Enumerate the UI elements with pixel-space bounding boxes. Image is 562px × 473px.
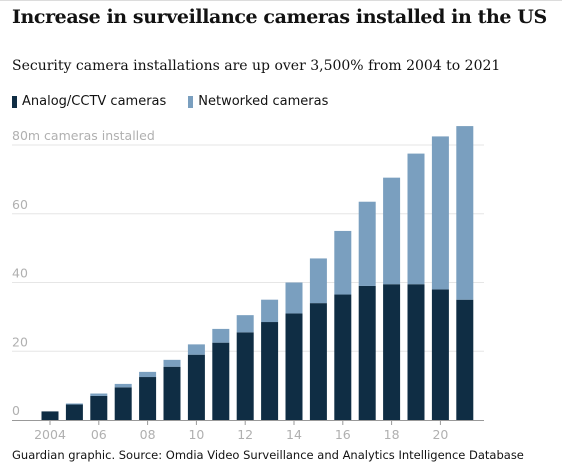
bar-networked <box>114 383 132 388</box>
y-tick-label: 80m cameras installed <box>12 128 155 143</box>
bar-analog <box>431 289 449 420</box>
bar-analog <box>65 404 83 420</box>
y-tick-label: 60 <box>12 197 28 212</box>
bar-analog <box>114 387 132 420</box>
bar-analog <box>334 294 352 420</box>
bar-networked <box>285 282 303 314</box>
x-tick-label: 18 <box>384 427 400 442</box>
legend-swatch-analog <box>12 95 17 108</box>
y-tick-label: 20 <box>12 334 28 349</box>
x-tick-label: 14 <box>286 427 302 442</box>
x-tick-label: 10 <box>188 427 204 442</box>
bar-chart: 0 20 40 60 80m cameras installed 2004 06 08 10 12… <box>12 126 484 442</box>
bar-networked <box>139 371 157 378</box>
chart-title: Increase in surveillance cameras install… <box>12 6 547 28</box>
legend-item-networked: Networked cameras <box>188 94 328 109</box>
x-tick-label: 16 <box>335 427 351 442</box>
bar-networked <box>383 177 401 285</box>
bar-networked <box>309 258 327 304</box>
x-tick-label: 2004 <box>34 427 66 442</box>
legend-label-analog: Analog/CCTV cameras <box>22 94 167 109</box>
bar-analog <box>383 284 401 420</box>
y-tick-label: 40 <box>12 266 28 281</box>
bar-analog <box>212 342 230 420</box>
bar-networked <box>236 315 254 333</box>
legend-item-analog: Analog/CCTV cameras <box>12 94 166 109</box>
bar-analog <box>41 411 59 420</box>
source-note: Guardian graphic. Source: Omdia Video Su… <box>12 448 524 462</box>
bar-networked <box>212 328 230 343</box>
top-rule <box>0 0 562 1</box>
x-tick-label: 06 <box>91 427 107 442</box>
bar-networked <box>163 359 181 367</box>
bar-analog <box>407 284 425 420</box>
bar-analog <box>187 354 205 420</box>
y-tick-label: 0 <box>12 403 20 418</box>
legend-swatch-networked <box>188 95 194 108</box>
bar-networked <box>407 153 425 285</box>
x-tick-label: 08 <box>140 427 156 442</box>
bar-networked <box>334 230 352 295</box>
legend-label-networked: Networked cameras <box>198 94 329 109</box>
bar-networked <box>187 344 205 355</box>
bar-networked <box>65 403 83 405</box>
bar-analog <box>309 303 327 420</box>
bar-analog <box>90 395 108 420</box>
bar-analog <box>456 299 474 420</box>
bar-networked <box>431 136 449 290</box>
bar-networked <box>456 126 474 300</box>
bar-networked <box>358 201 376 286</box>
bar-analog <box>163 366 181 420</box>
legend: Analog/CCTV cameras Networked cameras <box>12 94 350 109</box>
bar-analog <box>236 332 254 420</box>
bar-analog <box>285 313 303 420</box>
bar-networked <box>261 299 279 323</box>
bar-analog <box>139 377 157 420</box>
x-tick-label: 20 <box>432 427 448 442</box>
bar-analog <box>358 285 376 420</box>
bar-networked <box>90 393 108 396</box>
x-tick-label: 12 <box>237 427 253 442</box>
bar-analog <box>261 322 279 420</box>
chart-subtitle: Security camera installations are up ove… <box>12 58 501 74</box>
